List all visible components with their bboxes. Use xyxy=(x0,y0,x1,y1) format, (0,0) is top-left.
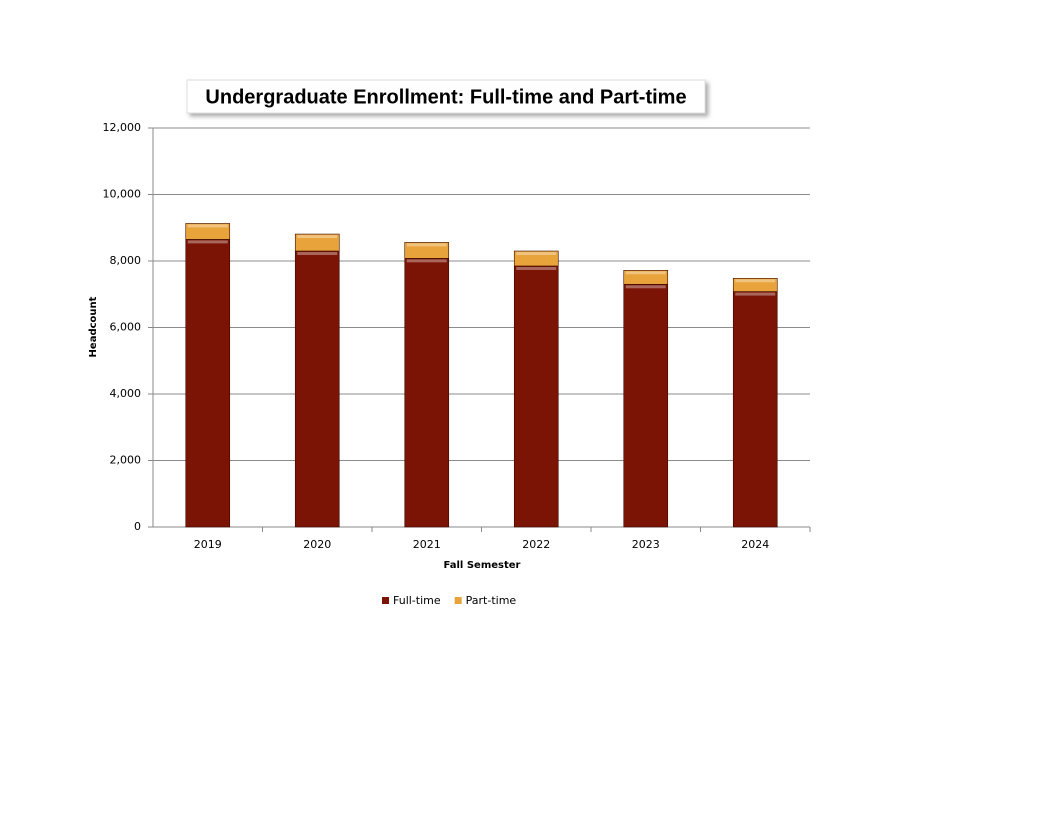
bar-segment xyxy=(623,270,669,285)
bar-segment xyxy=(185,223,231,240)
bar-segment xyxy=(294,233,340,252)
x-tick-label: 2020 xyxy=(303,538,331,551)
y-tick-label: 4,000 xyxy=(110,387,142,400)
bar-segment xyxy=(294,250,340,528)
x-axis-label: Fall Semester xyxy=(444,560,521,571)
bar-segment xyxy=(513,265,559,528)
y-tick-label: 6,000 xyxy=(110,321,142,334)
bar-segment xyxy=(513,250,559,267)
bar-highlight xyxy=(406,259,447,263)
y-tick-label: 0 xyxy=(134,520,141,533)
legend-swatch xyxy=(454,597,462,604)
x-tick-label: 2021 xyxy=(413,538,441,551)
bar-segment xyxy=(623,283,669,528)
title-box xyxy=(186,79,706,114)
y-axis-label: Headcount xyxy=(88,296,99,357)
bar-highlight xyxy=(625,271,666,275)
bar-highlight xyxy=(625,285,666,289)
y-tick-label: 2,000 xyxy=(110,454,142,467)
bar-highlight xyxy=(297,235,338,239)
bar-segment xyxy=(732,291,778,528)
chart-title: Undergraduate Enrollment: Full-time and … xyxy=(205,86,686,108)
bar-segment xyxy=(404,242,450,259)
bar-highlight xyxy=(187,224,228,228)
bar-highlight xyxy=(516,266,557,270)
bar-segment xyxy=(185,239,231,528)
legend-label: Full-time xyxy=(393,594,441,607)
bar-segment xyxy=(732,277,778,292)
bar-highlight xyxy=(297,252,338,256)
x-tick-label: 2019 xyxy=(194,538,222,551)
bar-highlight xyxy=(735,279,776,283)
y-tick-label: 12,000 xyxy=(103,121,142,134)
y-tick-label: 8,000 xyxy=(110,254,142,267)
bar-highlight xyxy=(187,240,228,244)
legend-label: Part-time xyxy=(466,594,517,607)
bar-highlight xyxy=(406,243,447,247)
legend-swatch xyxy=(382,597,389,604)
x-tick-label: 2024 xyxy=(741,538,769,551)
bar-highlight xyxy=(516,252,557,256)
bar-highlight xyxy=(735,292,776,296)
x-tick-label: 2023 xyxy=(632,538,660,551)
bar-segment xyxy=(404,258,450,528)
x-tick-label: 2022 xyxy=(522,538,550,551)
y-tick-label: 10,000 xyxy=(103,188,142,201)
